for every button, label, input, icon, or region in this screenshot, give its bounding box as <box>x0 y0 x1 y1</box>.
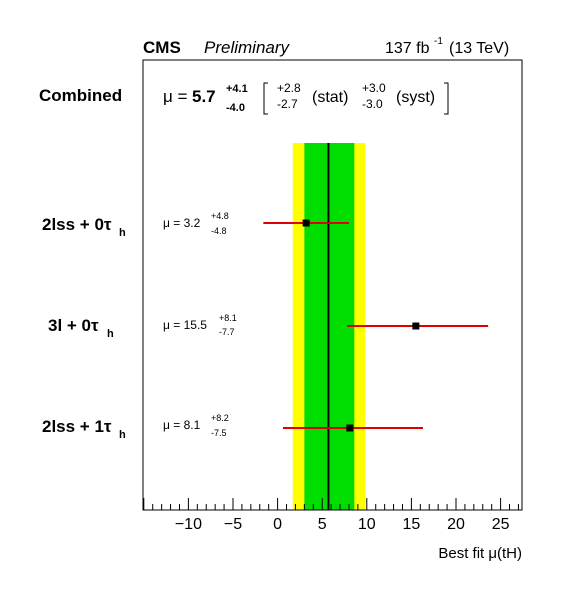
channel-mu-2lss-0tau: μ = 3.2 +4.8 -4.8 <box>163 211 229 236</box>
right-bracket <box>444 82 449 115</box>
channel-mu-err-down: -7.5 <box>211 428 227 438</box>
x-tick-label: −5 <box>224 516 242 533</box>
channel-mu-text: μ = 15.5 <box>163 318 207 332</box>
data-point-marker <box>412 322 420 330</box>
lumi-base: 137 fb <box>385 40 430 57</box>
data-point-marker <box>346 424 354 432</box>
combined-mu-value: 5.7 <box>192 87 216 106</box>
x-axis: −10 −5 0 5 10 15 20 25 <box>143 498 519 533</box>
combined-result: μ = 5.7 +4.1 -4.0 +2.8 -2.7 (stat) +3.0 … <box>163 81 449 115</box>
channel-mu-3l-0tau: μ = 15.5 +8.1 -7.7 <box>163 313 237 337</box>
lumi-exponent: -1 <box>434 36 443 47</box>
experiment-label: CMS <box>143 38 181 57</box>
syst-label: (syst) <box>396 89 435 106</box>
syst-down: -3.0 <box>362 97 383 111</box>
x-tick-label: 5 <box>318 516 327 533</box>
stat-down: -2.7 <box>277 97 298 111</box>
x-axis-title: Best fit μ(tH) <box>438 545 522 562</box>
channel-mu-err-up: +8.1 <box>219 313 237 323</box>
channel-mu-err-up: +8.2 <box>211 413 229 423</box>
plot-frame <box>142 59 523 511</box>
channel-mu-err-down: -7.7 <box>219 327 235 337</box>
channel-label-2lss-1tau: 2lss + 1τ h <box>42 417 126 441</box>
channel-label-sub: h <box>119 227 126 239</box>
channel-label-main: 2lss + 0τ <box>42 215 112 234</box>
luminosity-label: 137 fb -1 (13 TeV) <box>385 36 509 57</box>
combined-err-up: +4.1 <box>226 83 248 95</box>
channel-label-sub: h <box>119 429 126 441</box>
preliminary-label: Preliminary <box>204 38 291 57</box>
channel-mu-2lss-1tau: μ = 8.1 +8.2 -7.5 <box>163 413 229 438</box>
combined-label: Combined <box>39 86 122 105</box>
x-tick-label: 10 <box>358 516 376 533</box>
combined-err-down: -4.0 <box>226 102 245 114</box>
data-point-marker <box>302 219 310 227</box>
channel-mu-text: μ = 8.1 <box>163 418 201 432</box>
channel-label-3l-0tau: 3l + 0τ h <box>48 316 114 340</box>
channel-mu-err-down: -4.8 <box>211 226 227 236</box>
left-bracket <box>263 82 268 115</box>
stat-label: (stat) <box>312 89 348 106</box>
x-tick-label: 20 <box>447 516 465 533</box>
x-tick-label: −10 <box>175 516 202 533</box>
channel-mu-text: μ = 3.2 <box>163 216 201 230</box>
stat-up: +2.8 <box>277 81 301 95</box>
channel-label-2lss-0tau: 2lss + 0τ h <box>42 215 126 239</box>
x-tick-label: 0 <box>273 516 282 533</box>
x-tick-label: 15 <box>403 516 421 533</box>
x-tick-label: 25 <box>492 516 510 533</box>
channel-mu-err-up: +4.8 <box>211 211 229 221</box>
data-points <box>263 219 489 432</box>
channel-label-main: 3l + 0τ <box>48 316 99 335</box>
channel-label-sub: h <box>107 328 114 340</box>
channel-label-main: 2lss + 1τ <box>42 417 112 436</box>
combined-mu-prefix: μ = <box>163 87 188 106</box>
syst-up: +3.0 <box>362 81 386 95</box>
lumi-energy: (13 TeV) <box>449 40 509 57</box>
